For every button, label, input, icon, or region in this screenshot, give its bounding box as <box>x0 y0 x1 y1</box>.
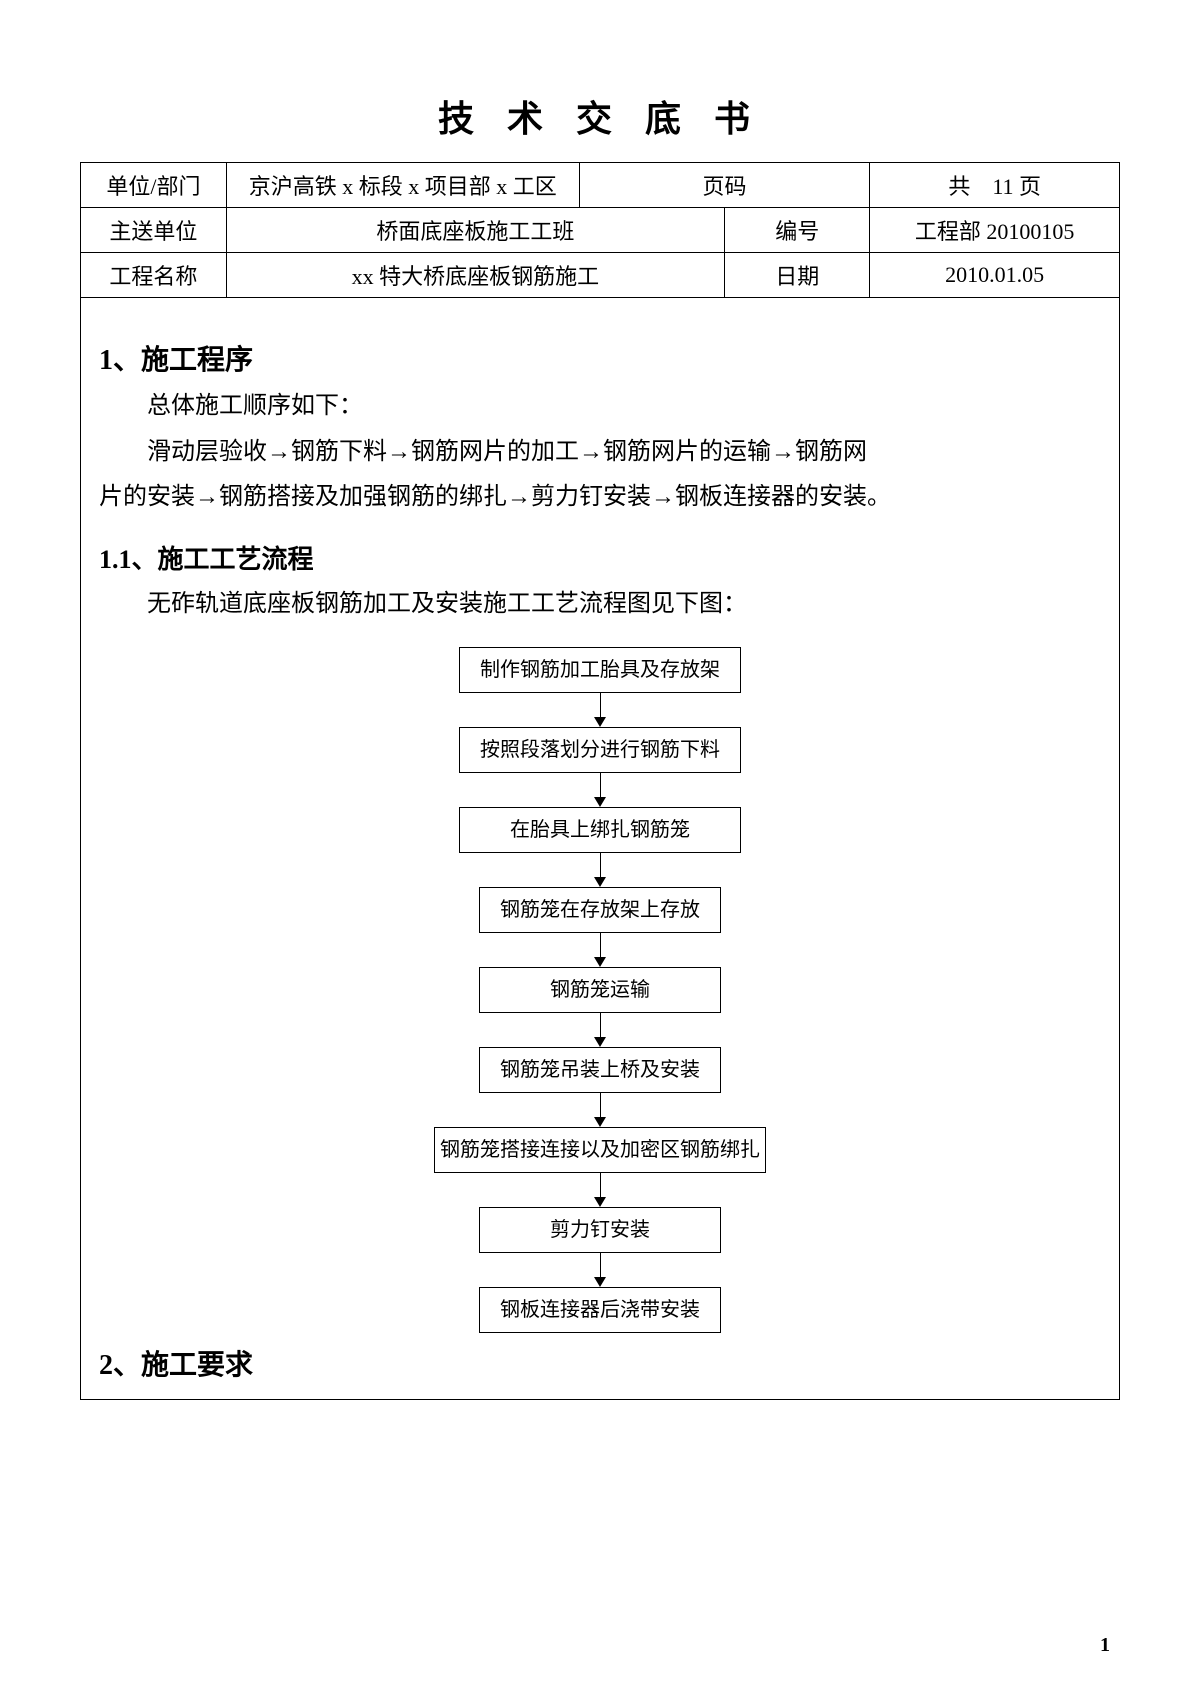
meta-label-page: 页码 <box>579 163 870 208</box>
meta-value-number: 工程部 20100105 <box>870 208 1119 253</box>
flow-arrow <box>594 773 606 807</box>
flow-arrow <box>594 1173 606 1207</box>
meta-label-date: 日期 <box>725 253 870 298</box>
flow-node: 剪力钉安装 <box>479 1207 721 1253</box>
meta-table: 单位/部门 京沪高铁 x 标段 x 项目部 x 工区 页码 共 11 页 主送单… <box>81 163 1119 298</box>
flow-node: 按照段落划分进行钢筋下料 <box>459 727 741 773</box>
section-1-line2: 滑动层验收→钢筋下料→钢筋网片的加工→钢筋网片的运输→钢筋网 <box>99 430 1101 476</box>
section-1-1-heading: 1.1、施工工艺流程 <box>99 539 1101 576</box>
flowchart: 制作钢筋加工胎具及存放架按照段落划分进行钢筋下料在胎具上绑扎钢筋笼钢筋笼在存放架… <box>99 647 1101 1333</box>
flow-arrow <box>594 1013 606 1047</box>
section-1-1-line1: 无砟轨道底座板钢筋加工及安装施工工艺流程图见下图： <box>99 582 1101 628</box>
flow-arrow <box>594 933 606 967</box>
section-1-heading: 1、施工程序 <box>99 338 1101 378</box>
flow-arrow <box>594 693 606 727</box>
flow-node: 钢板连接器后浇带安装 <box>479 1287 721 1333</box>
flow-arrow <box>594 853 606 887</box>
page: 技 术 交 底 书 单位/部门 京沪高铁 x 标段 x 项目部 x 工区 页码 … <box>0 0 1200 1697</box>
flow-node: 制作钢筋加工胎具及存放架 <box>459 647 741 693</box>
meta-label-sendto: 主送单位 <box>81 208 226 253</box>
meta-value-sendto: 桥面底座板施工工班 <box>226 208 724 253</box>
doc-title: 技 术 交 底 书 <box>80 90 1120 142</box>
flow-node: 钢筋笼在存放架上存放 <box>479 887 721 933</box>
table-row: 主送单位 桥面底座板施工工班 编号 工程部 20100105 <box>81 208 1119 253</box>
meta-label-number: 编号 <box>725 208 870 253</box>
meta-value-date: 2010.01.05 <box>870 253 1119 298</box>
section-2-heading: 2、施工要求 <box>99 1343 1101 1383</box>
flow-node: 钢筋笼吊装上桥及安装 <box>479 1047 721 1093</box>
meta-value-page: 共 11 页 <box>870 163 1119 208</box>
flow-node: 钢筋笼搭接连接以及加密区钢筋绑扎 <box>434 1127 766 1173</box>
flow-arrow <box>594 1093 606 1127</box>
flow-arrow <box>594 1253 606 1287</box>
section-1-line3: 片的安装→钢筋搭接及加强钢筋的绑扎→剪力钉安装→钢板连接器的安装。 <box>99 475 1101 521</box>
page-number: 1 <box>1100 1634 1110 1657</box>
body-text: 1、施工程序 总体施工顺序如下： 滑动层验收→钢筋下料→钢筋网片的加工→钢筋网片… <box>81 298 1119 1399</box>
table-row: 单位/部门 京沪高铁 x 标段 x 项目部 x 工区 页码 共 11 页 <box>81 163 1119 208</box>
meta-label-unit: 单位/部门 <box>81 163 226 208</box>
flow-node: 钢筋笼运输 <box>479 967 721 1013</box>
meta-value-project: xx 特大桥底座板钢筋施工 <box>226 253 724 298</box>
table-row: 工程名称 xx 特大桥底座板钢筋施工 日期 2010.01.05 <box>81 253 1119 298</box>
content-border: 单位/部门 京沪高铁 x 标段 x 项目部 x 工区 页码 共 11 页 主送单… <box>80 162 1120 1400</box>
meta-label-project: 工程名称 <box>81 253 226 298</box>
meta-value-unit: 京沪高铁 x 标段 x 项目部 x 工区 <box>226 163 579 208</box>
section-1-line1: 总体施工顺序如下： <box>99 384 1101 430</box>
flow-node: 在胎具上绑扎钢筋笼 <box>459 807 741 853</box>
